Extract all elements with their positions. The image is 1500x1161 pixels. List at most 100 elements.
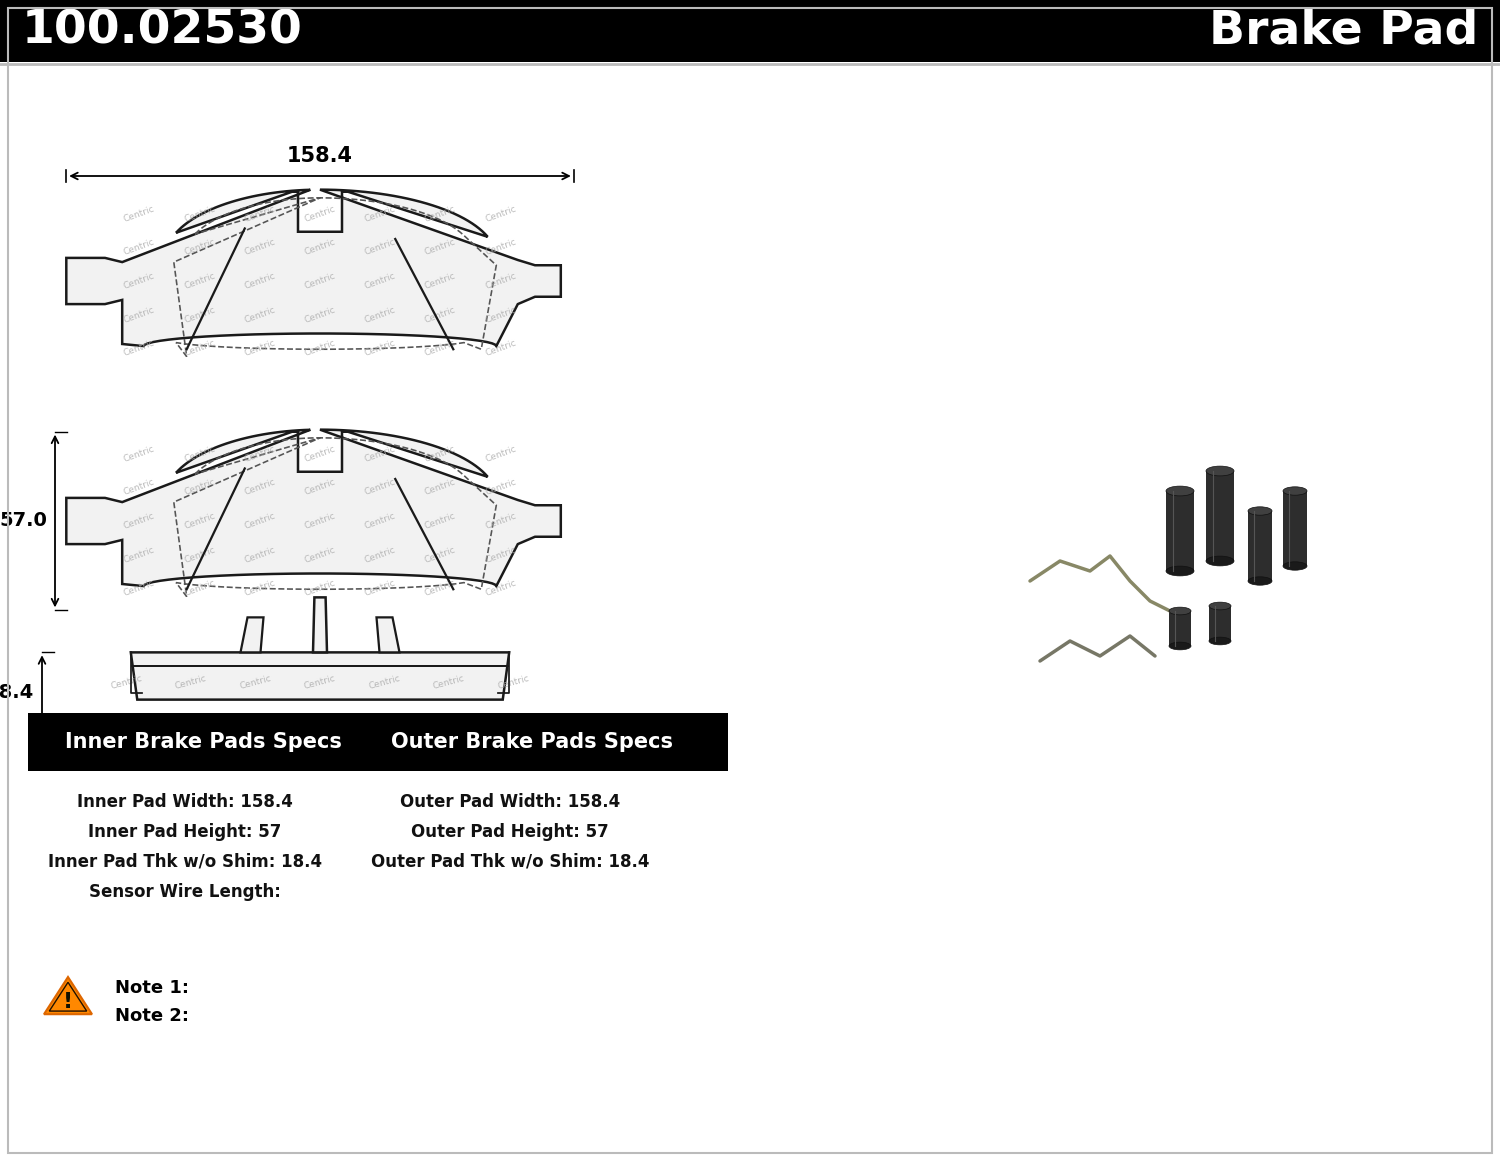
Text: Centric: Centric xyxy=(303,272,338,290)
Ellipse shape xyxy=(1168,607,1191,615)
Text: Centric: Centric xyxy=(243,238,276,258)
Text: Centric: Centric xyxy=(483,338,518,358)
Bar xyxy=(1248,511,1272,580)
Text: Centric: Centric xyxy=(183,444,216,463)
Text: Centric: Centric xyxy=(496,675,531,691)
Text: Centric: Centric xyxy=(303,305,338,324)
Text: Centric: Centric xyxy=(303,338,338,358)
Text: Centric: Centric xyxy=(183,204,216,224)
Ellipse shape xyxy=(1206,556,1234,565)
Text: Centric: Centric xyxy=(183,338,216,358)
Text: Centric: Centric xyxy=(483,305,518,324)
Text: Sensor Wire Length:: Sensor Wire Length: xyxy=(88,884,280,901)
Text: Centric: Centric xyxy=(303,578,338,598)
Ellipse shape xyxy=(1166,486,1194,496)
Text: Centric: Centric xyxy=(123,238,156,258)
Text: Inner Pad Width: 158.4: Inner Pad Width: 158.4 xyxy=(76,793,292,812)
Bar xyxy=(1209,606,1231,641)
Text: Note 2:: Note 2: xyxy=(116,1007,189,1025)
Text: Centric: Centric xyxy=(363,578,398,598)
Text: Centric: Centric xyxy=(303,444,338,463)
Text: Centric: Centric xyxy=(423,444,458,463)
Bar xyxy=(28,713,728,771)
Text: Centric: Centric xyxy=(303,204,338,224)
Text: Centric: Centric xyxy=(243,545,276,564)
Text: Centric: Centric xyxy=(243,272,276,290)
Text: Centric: Centric xyxy=(183,545,216,564)
Text: Centric: Centric xyxy=(368,675,402,691)
Text: Outer Pad Width: 158.4: Outer Pad Width: 158.4 xyxy=(400,793,620,812)
Text: Centric: Centric xyxy=(363,477,398,497)
Text: Centric: Centric xyxy=(183,238,216,258)
Text: Centric: Centric xyxy=(123,545,156,564)
Text: Centric: Centric xyxy=(303,675,338,691)
Text: Centric: Centric xyxy=(243,578,276,598)
Text: Centric: Centric xyxy=(483,444,518,463)
Ellipse shape xyxy=(1209,603,1231,610)
Text: Centric: Centric xyxy=(123,305,156,324)
Text: Centric: Centric xyxy=(123,477,156,497)
Text: Note 1:: Note 1: xyxy=(116,979,189,997)
Ellipse shape xyxy=(1282,562,1306,570)
Text: Centric: Centric xyxy=(363,305,398,324)
Text: Centric: Centric xyxy=(483,545,518,564)
Text: Centric: Centric xyxy=(363,204,398,224)
Text: Centric: Centric xyxy=(243,204,276,224)
Text: Centric: Centric xyxy=(123,511,156,531)
Text: 158.4: 158.4 xyxy=(286,146,352,166)
Text: Centric: Centric xyxy=(483,238,518,258)
Text: Centric: Centric xyxy=(363,338,398,358)
Text: Centric: Centric xyxy=(238,675,273,691)
Text: Centric: Centric xyxy=(432,675,466,691)
Bar xyxy=(0,0,1500,62)
Text: Centric: Centric xyxy=(423,511,458,531)
Text: Centric: Centric xyxy=(483,477,518,497)
Text: Centric: Centric xyxy=(423,272,458,290)
Text: Centric: Centric xyxy=(123,272,156,290)
Text: Centric: Centric xyxy=(303,511,338,531)
Text: Centric: Centric xyxy=(123,578,156,598)
Text: Centric: Centric xyxy=(423,545,458,564)
Text: Centric: Centric xyxy=(110,675,144,691)
Ellipse shape xyxy=(1209,637,1231,644)
Text: Centric: Centric xyxy=(363,444,398,463)
Text: Inner Brake Pads Specs: Inner Brake Pads Specs xyxy=(64,731,342,752)
Text: Centric: Centric xyxy=(363,545,398,564)
Polygon shape xyxy=(376,618,399,652)
Text: Outer Pad Height: 57: Outer Pad Height: 57 xyxy=(411,823,609,841)
Text: Brake Pad: Brake Pad xyxy=(1209,8,1478,53)
Text: 18.4: 18.4 xyxy=(0,684,34,702)
Polygon shape xyxy=(240,618,264,652)
Text: Centric: Centric xyxy=(423,578,458,598)
Text: Centric: Centric xyxy=(423,305,458,324)
Text: Outer Pad Thk w/o Shim: 18.4: Outer Pad Thk w/o Shim: 18.4 xyxy=(370,853,650,871)
Text: Centric: Centric xyxy=(423,477,458,497)
Ellipse shape xyxy=(1248,507,1272,515)
Text: Centric: Centric xyxy=(243,338,276,358)
Text: 57.0: 57.0 xyxy=(0,512,46,531)
Text: 100.02530: 100.02530 xyxy=(22,8,303,53)
Text: Centric: Centric xyxy=(174,675,208,691)
Text: Inner Pad Height: 57: Inner Pad Height: 57 xyxy=(88,823,282,841)
Text: Inner Pad Thk w/o Shim: 18.4: Inner Pad Thk w/o Shim: 18.4 xyxy=(48,853,322,871)
Text: Centric: Centric xyxy=(183,477,216,497)
Text: Centric: Centric xyxy=(243,511,276,531)
Text: Centric: Centric xyxy=(483,204,518,224)
Bar xyxy=(1206,471,1234,561)
Polygon shape xyxy=(66,430,561,586)
Text: Centric: Centric xyxy=(243,477,276,497)
Text: Outer Brake Pads Specs: Outer Brake Pads Specs xyxy=(392,731,674,752)
Text: Centric: Centric xyxy=(183,511,216,531)
Text: Centric: Centric xyxy=(123,204,156,224)
Text: Centric: Centric xyxy=(483,272,518,290)
Ellipse shape xyxy=(1248,577,1272,585)
Bar xyxy=(1282,491,1306,567)
Text: Centric: Centric xyxy=(303,238,338,258)
Text: Centric: Centric xyxy=(183,272,216,290)
Polygon shape xyxy=(130,652,508,700)
Text: Centric: Centric xyxy=(243,444,276,463)
Text: Centric: Centric xyxy=(483,578,518,598)
Ellipse shape xyxy=(1168,642,1191,650)
Text: Centric: Centric xyxy=(423,204,458,224)
Bar xyxy=(1168,611,1191,646)
